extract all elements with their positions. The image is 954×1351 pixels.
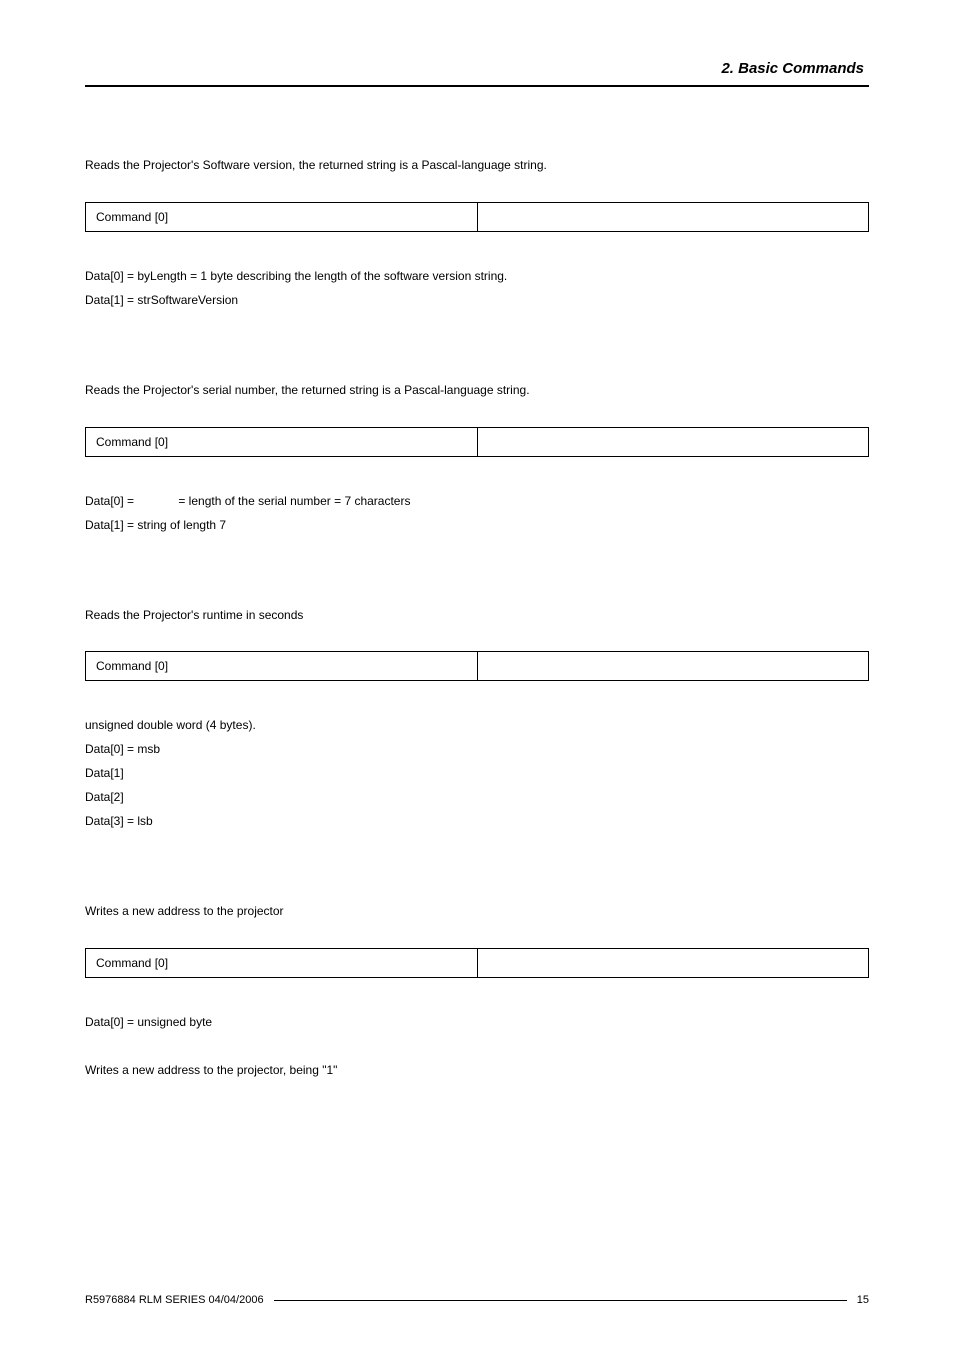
data-line: Data[3] = lsb — [85, 809, 869, 833]
command-table: Command [0] — [85, 427, 869, 457]
page-content: 2. Basic Commands Reads the Projector's … — [0, 0, 954, 1079]
footer-page-number: 15 — [857, 1294, 869, 1306]
data-line: Data[0] = msb — [85, 737, 869, 761]
command-label-cell: Command [0] — [86, 652, 478, 681]
table-row: Command [0] — [86, 427, 869, 456]
footer-divider — [274, 1300, 847, 1301]
command-label-cell: Command [0] — [86, 427, 478, 456]
data-block: unsigned double word (4 bytes). Data[0] … — [85, 713, 869, 833]
table-row: Command [0] — [86, 202, 869, 231]
command-label-cell: Command [0] — [86, 949, 478, 978]
command-value-cell — [477, 949, 869, 978]
command-table: Command [0] — [85, 202, 869, 232]
data-block: Data[0] = = length of the serial number … — [85, 489, 869, 537]
command-table: Command [0] — [85, 651, 869, 681]
data-line: Data[0] = unsigned byte — [85, 1010, 869, 1034]
command-value-cell — [477, 652, 869, 681]
section-tail: Writes a new address to the projector, b… — [85, 1062, 869, 1079]
page-footer: R5976884 RLM SERIES 04/04/2006 15 — [85, 1294, 869, 1306]
command-value-cell — [477, 202, 869, 231]
data-value: = length of the serial number = 7 charac… — [178, 494, 410, 508]
command-value-cell — [477, 427, 869, 456]
data-line: Data[1] = strSoftwareVersion — [85, 288, 869, 312]
section-intro: Reads the Projector's runtime in seconds — [85, 607, 869, 624]
section-intro: Reads the Projector's Software version, … — [85, 157, 869, 174]
section-intro: Writes a new address to the projector — [85, 903, 869, 920]
table-row: Command [0] — [86, 652, 869, 681]
footer-doc-id: R5976884 RLM SERIES 04/04/2006 — [85, 1294, 264, 1306]
data-line: Data[0] = = length of the serial number … — [85, 489, 869, 513]
header-divider — [85, 85, 869, 87]
data-key: Data[0] = — [85, 489, 175, 513]
command-table: Command [0] — [85, 948, 869, 978]
data-block: Data[0] = unsigned byte — [85, 1010, 869, 1034]
data-line: Data[1] = string of length 7 — [85, 513, 869, 537]
section-header: 2. Basic Commands — [85, 60, 869, 77]
data-line: Data[1] — [85, 761, 869, 785]
data-line: unsigned double word (4 bytes). — [85, 713, 869, 737]
data-line: Data[2] — [85, 785, 869, 809]
data-block: Data[0] = byLength = 1 byte describing t… — [85, 264, 869, 312]
section-intro: Reads the Projector's serial number, the… — [85, 382, 869, 399]
command-label-cell: Command [0] — [86, 202, 478, 231]
table-row: Command [0] — [86, 949, 869, 978]
data-line: Data[0] = byLength = 1 byte describing t… — [85, 264, 869, 288]
